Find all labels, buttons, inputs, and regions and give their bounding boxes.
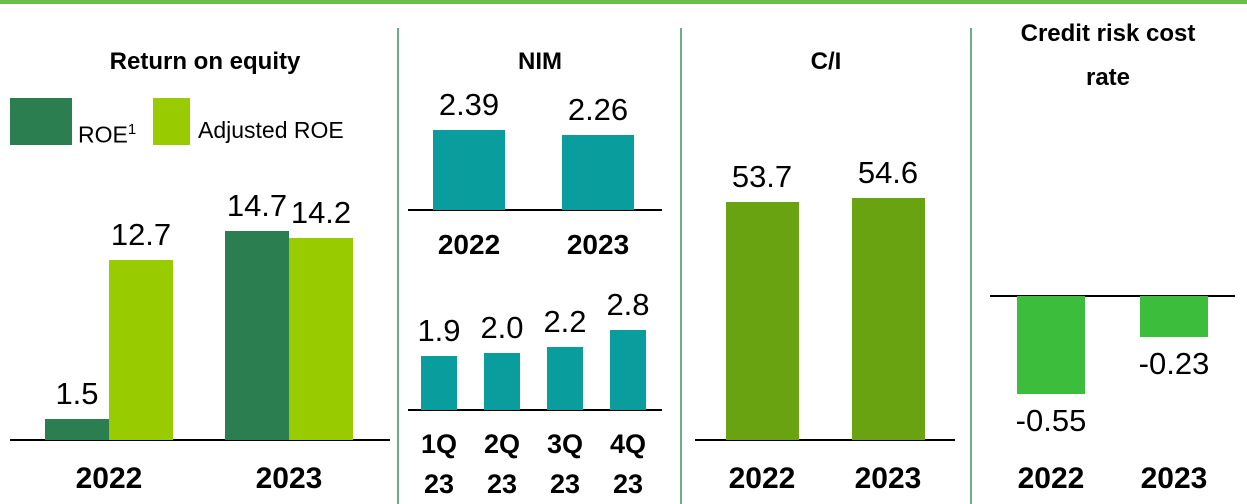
bar [851,198,925,440]
x-tick-label: 2023 [1140,462,1208,495]
chart-title: Return on equity [109,48,301,75]
bar [484,353,520,410]
bar [562,134,634,210]
bar [1017,296,1085,394]
bar [547,347,583,410]
x-tick-label: 3Q 23 [546,429,584,499]
x-tick-label: 2022 [75,462,143,495]
bar [225,231,289,440]
value-label: 54.6 [857,155,919,191]
value-label: 2.2 [543,304,587,340]
value-label: -0.23 [1138,345,1210,381]
legend-swatch [10,98,72,145]
baseline [408,209,662,211]
baseline [408,409,662,411]
value-label: 14.2 [290,195,352,231]
value-label: 14.7 [226,188,288,224]
legend-superscript: 1 [127,121,137,138]
x-tick-label: 2022 [728,462,796,495]
bar [289,238,353,440]
bar [45,418,109,440]
chart-title: C/I [810,48,842,75]
x-tick-label: 2022 [1017,462,1085,495]
value-label: 1.5 [55,375,99,411]
value-label: 2.39 [438,87,500,123]
bar [433,130,505,210]
separator [397,28,399,504]
x-tick-label: 2Q 23 [483,429,521,499]
value-label: 2.8 [606,287,650,323]
value-label: -0.55 [1015,402,1087,438]
baseline [990,295,1235,297]
bar [421,355,457,410]
x-tick-label: 2023 [255,462,323,495]
value-label: 2.26 [567,91,629,127]
legend-label: Adjusted ROE [198,117,344,143]
x-tick-label: 2022 [437,229,501,260]
bar [725,202,799,440]
x-tick-label: 2023 [566,229,630,260]
separator [680,28,682,504]
legend-label: ROE1 [78,121,137,148]
chart-title: NIM [518,48,562,75]
separator [970,28,972,504]
value-label: 2.0 [480,310,524,345]
x-tick-label: 4Q 23 [609,429,647,499]
value-label: 1.9 [417,312,461,348]
value-label: 53.7 [731,159,793,195]
bar [109,259,173,440]
x-tick-label: 1Q 23 [420,429,458,499]
x-tick-label: 2023 [854,462,922,495]
chart-title: Credit risk cost rate [1020,20,1196,91]
baseline [695,439,955,441]
bar [1140,296,1208,337]
legend-swatch [153,98,190,145]
top-rule [0,0,1247,4]
value-label: 12.7 [110,216,172,252]
bar [610,330,646,410]
baseline [10,439,390,441]
